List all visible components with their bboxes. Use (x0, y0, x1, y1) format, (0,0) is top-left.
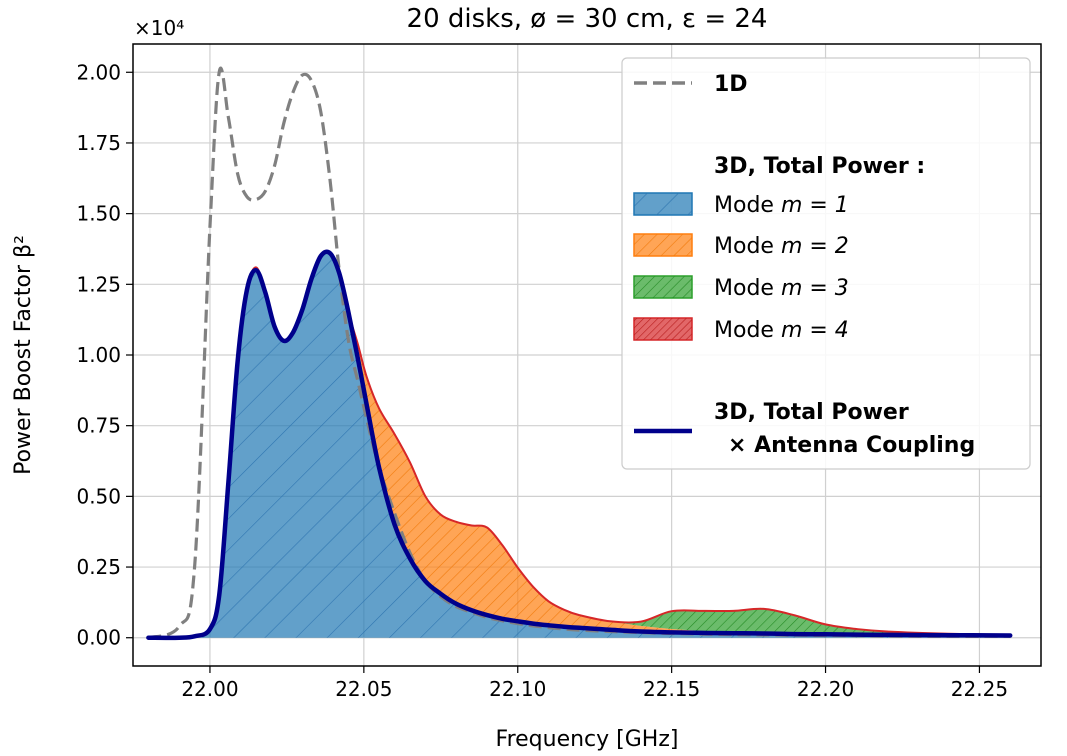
chart-title: 20 disks, ø = 30 cm, ε = 24 (407, 4, 768, 34)
legend-hatch-mode4 (634, 318, 692, 340)
y-tick-label: 0.25 (76, 555, 121, 579)
x-axis-label: Frequency [GHz] (496, 727, 679, 752)
x-tick-label: 22.15 (643, 677, 700, 701)
x-axis: 22.00 22.05 22.10 22.15 22.20 22.25 (181, 666, 1008, 701)
legend-mode4-value: m = 4 (781, 318, 849, 343)
x-tick-label: 22.05 (335, 677, 392, 701)
series-lines (146, 66, 1013, 641)
legend-item-mode4: Mode m = 4 (633, 317, 849, 343)
y-scale-multiplier: ×10⁴ (134, 16, 184, 40)
legend-item-mode2: Mode m = 2 (633, 233, 849, 259)
x-tick-label: 22.00 (181, 677, 238, 701)
legend-mode3-value: m = 3 (781, 276, 849, 301)
legend-label-mode1: Mode m = 1 (714, 193, 849, 218)
legend-item-mode1: Mode m = 1 (633, 192, 849, 218)
legend-label-coupling-line2: × Antenna Coupling (728, 433, 975, 458)
legend-frame (621, 57, 1031, 470)
legend-label-mode3: Mode m = 3 (714, 276, 849, 301)
legend-mode4-prefix: Mode (714, 318, 781, 343)
legend-mode2-prefix: Mode (714, 234, 781, 259)
y-axis: 0.00 0.25 0.50 0.75 1.00 1.25 1.50 1.75 2.00 (76, 60, 133, 650)
y-axis-label: Power Boost Factor β² (11, 235, 36, 475)
y-tick-label: 0.50 (76, 484, 121, 508)
legend-mode2-value: m = 2 (781, 234, 849, 259)
y-tick-label: 1.00 (76, 343, 121, 367)
x-tick-label: 22.10 (489, 677, 546, 701)
legend-mode1-value: m = 1 (781, 193, 849, 218)
area-hatch-mode1 (148, 251, 1011, 638)
series-line-coupling (146, 249, 1013, 641)
legend-label-1d: 1D (714, 72, 748, 97)
x-tick-label: 22.25 (951, 677, 1008, 701)
y-tick-label: 1.75 (76, 131, 121, 155)
legend-hatch-mode2 (634, 234, 692, 256)
legend-mode1-prefix: Mode (714, 193, 781, 218)
legend-label-mode2: Mode m = 2 (714, 234, 849, 259)
y-tick-label: 0.00 (76, 626, 121, 650)
legend-header-3d: 3D, Total Power : (714, 154, 925, 179)
y-tick-label: 2.00 (76, 60, 121, 84)
y-tick-label: 1.50 (76, 202, 121, 226)
legend-label-mode4: Mode m = 4 (714, 318, 849, 343)
legend: 1D 3D, Total Power : Mode m = 1 Mode m =… (621, 57, 1031, 470)
legend-mode3-prefix: Mode (714, 276, 781, 301)
y-tick-label: 0.75 (76, 414, 121, 438)
x-tick-label: 22.20 (797, 677, 854, 701)
y-tick-label: 1.25 (76, 272, 121, 296)
legend-item-mode3: Mode m = 3 (633, 275, 849, 301)
legend-label-coupling-line1: 3D, Total Power (714, 400, 909, 425)
legend-hatch-mode1 (634, 193, 692, 215)
legend-hatch-mode3 (634, 276, 692, 298)
